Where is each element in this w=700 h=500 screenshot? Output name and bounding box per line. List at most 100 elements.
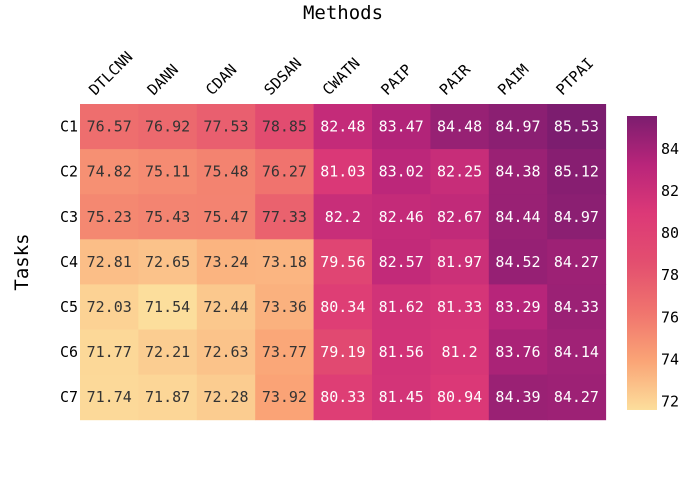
- x-tick-label: DANN: [144, 61, 182, 99]
- y-tick-label: C3: [60, 208, 78, 226]
- heatmap-value-label: 82.57: [379, 253, 424, 271]
- heatmap-value-label: 79.19: [320, 343, 365, 361]
- heatmap-cell: [138, 374, 198, 421]
- heatmap-cell: [488, 104, 548, 150]
- heatmap-value-label: 82.46: [379, 208, 424, 226]
- heatmap-value-label: 83.29: [495, 298, 540, 316]
- heatmap-value-label: 84.38: [495, 163, 540, 181]
- y-axis-title: Tasks: [11, 233, 33, 290]
- heatmap-value-label: 81.56: [379, 343, 424, 361]
- heatmap-value-label: 71.77: [87, 343, 132, 361]
- heatmap-value-label: 73.77: [262, 343, 307, 361]
- heatmap-value-label: 82.48: [320, 118, 365, 136]
- x-tick-label: SDSAN: [261, 54, 306, 99]
- heatmap-value-label: 73.18: [262, 253, 307, 271]
- heatmap-value-label: 76.27: [262, 163, 307, 181]
- heatmap-cell: [255, 149, 315, 195]
- heatmap-value-label: 73.24: [203, 253, 248, 271]
- heatmap-cell: [255, 329, 315, 376]
- heatmap-cell: [488, 239, 548, 285]
- y-axis-tick-labels: C1 C2 C3 C4 C5 C6 C7: [60, 118, 78, 407]
- heatmap-cell: [80, 284, 139, 330]
- heatmap-cell: [488, 284, 548, 330]
- heatmap-value-label: 82.67: [437, 208, 482, 226]
- heatmap-value-label: 84.27: [554, 388, 599, 406]
- heatmap-value-label: 77.33: [262, 208, 307, 226]
- heatmap-value-label: 76.92: [145, 118, 190, 136]
- heatmap-cell: [255, 239, 315, 285]
- heatmap-value-label: 77.53: [203, 118, 248, 136]
- y-tick-label: C7: [60, 388, 78, 406]
- x-tick-label: DTLCNN: [85, 48, 136, 99]
- heatmap-value-label: 81.2: [442, 343, 478, 361]
- heatmap-value-label: 84.39: [495, 388, 540, 406]
- heatmap-cell: [488, 149, 548, 195]
- heatmap-cell: [196, 284, 256, 330]
- y-tick-label: C1: [60, 118, 78, 136]
- heatmap-cell: [547, 104, 607, 150]
- heatmap-value-label: 80.34: [320, 298, 365, 316]
- heatmap-value-label: 81.62: [379, 298, 424, 316]
- heatmap-cell: [372, 104, 431, 150]
- heatmap-value-label: 84.27: [554, 253, 599, 271]
- heatmap-cell: [313, 284, 373, 330]
- heatmap-value-label: 75.11: [145, 163, 190, 181]
- heatmap-value-label: 81.33: [437, 298, 482, 316]
- heatmap-value-label: 73.36: [262, 298, 307, 316]
- heatmap-value-label: 83.02: [379, 163, 424, 181]
- heatmap-value-label: 71.87: [145, 388, 190, 406]
- heatmap-value-label: 72.65: [145, 253, 190, 271]
- heatmap-cell: [138, 329, 198, 376]
- x-tick-label: PAIM: [494, 61, 532, 99]
- colorbar-gradient: [627, 116, 657, 410]
- heatmap-value-label: 72.28: [203, 388, 248, 406]
- heatmap-cell: [196, 329, 256, 376]
- heatmap-value-label: 81.97: [437, 253, 482, 271]
- heatmap-cell: [196, 149, 256, 195]
- heatmap-cell: [313, 149, 373, 195]
- heatmap-value-label: 75.47: [203, 208, 248, 226]
- heatmap-value-label: 84.14: [554, 343, 599, 361]
- heatmap-cell: [547, 329, 607, 376]
- heatmap-value-label: 75.23: [87, 208, 132, 226]
- heatmap-cell: [430, 374, 490, 421]
- heatmap-cell: [547, 284, 607, 330]
- heatmap-value-label: 79.56: [320, 253, 365, 271]
- heatmap-value-label: 78.85: [262, 118, 307, 136]
- heatmap-cell: [313, 104, 373, 150]
- heatmap-cells: [80, 104, 607, 421]
- colorbar-tick-labels: 72 74 76 78 80 82 84: [661, 140, 679, 410]
- heatmap-cell: [196, 374, 256, 421]
- heatmap-value-label: 72.63: [203, 343, 248, 361]
- x-axis-tick-labels: DTLCNN DANN CDAN SDSAN CWATN PAIP PAIR PAIM PTPA…: [85, 48, 597, 99]
- heatmap-cell: [313, 329, 373, 376]
- colorbar: 72 74 76 78 80 82 84: [627, 116, 679, 410]
- heatmap-cell: [196, 194, 256, 240]
- heatmap-cell: [138, 284, 198, 330]
- heatmap-value-label: 85.53: [554, 118, 599, 136]
- x-tick-label: PAIP: [377, 61, 415, 99]
- heatmap-cell: [547, 194, 607, 240]
- heatmap-cell: [430, 149, 490, 195]
- heatmap-value-label: 83.76: [495, 343, 540, 361]
- heatmap-cell: [372, 149, 431, 195]
- heatmap-value-label: 72.03: [87, 298, 132, 316]
- heatmap-cell: [313, 194, 373, 240]
- heatmap-cell: [255, 194, 315, 240]
- heatmap-cell: [196, 239, 256, 285]
- x-tick-label: CWATN: [319, 54, 364, 99]
- heatmap-value-label: 85.12: [554, 163, 599, 181]
- colorbar-tick-label: 74: [661, 350, 679, 368]
- colorbar-tick-label: 80: [661, 224, 679, 242]
- heatmap-value-label: 81.03: [320, 163, 365, 181]
- y-tick-label: C5: [60, 298, 78, 316]
- x-tick-label: PTPAI: [553, 54, 598, 99]
- heatmap-cell: [138, 194, 198, 240]
- heatmap-value-label: 84.33: [554, 298, 599, 316]
- heatmap-cell: [80, 104, 139, 150]
- heatmap-cell: [313, 239, 373, 285]
- heatmap-value-label: 73.92: [262, 388, 307, 406]
- heatmap-cell: [430, 239, 490, 285]
- heatmap-cell: [430, 194, 490, 240]
